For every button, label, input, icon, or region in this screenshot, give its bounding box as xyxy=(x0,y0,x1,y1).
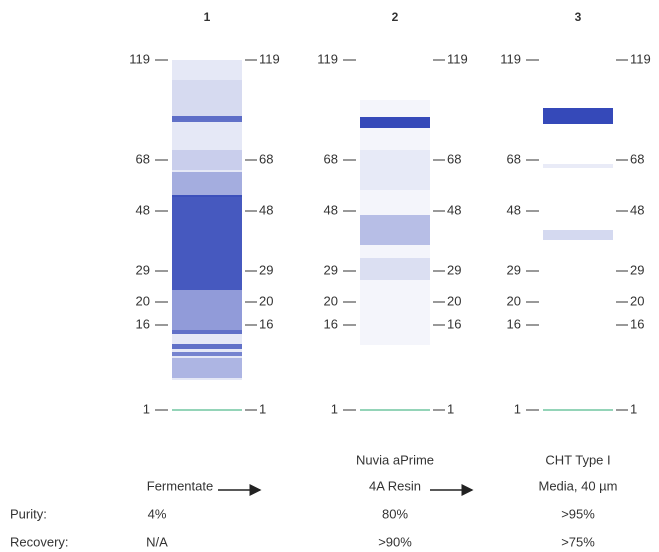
marker-label: 29 xyxy=(630,262,644,277)
recovery-value: >75% xyxy=(561,534,595,549)
marker-label: 119 xyxy=(500,51,521,66)
marker-label: 20 xyxy=(447,293,461,308)
recovery-value: N/A xyxy=(146,534,168,549)
lane-name: Fermentate xyxy=(147,478,213,493)
marker-label: 16 xyxy=(447,316,461,331)
gel-band xyxy=(543,164,613,168)
marker-label: 68 xyxy=(630,151,644,166)
purity-value: >95% xyxy=(561,506,595,521)
lane-number: 2 xyxy=(392,10,399,24)
marker-label: 1 xyxy=(331,401,338,416)
marker-label: 20 xyxy=(324,293,338,308)
marker-label: 68 xyxy=(259,151,273,166)
lane-name: 4A Resin xyxy=(369,478,421,493)
marker-label: 48 xyxy=(630,202,644,217)
marker-label: 29 xyxy=(447,262,461,277)
marker-label: 16 xyxy=(507,316,521,331)
lane-number: 1 xyxy=(204,10,211,24)
marker-label: 48 xyxy=(259,202,273,217)
gel-band xyxy=(543,230,613,240)
marker-label: 16 xyxy=(259,316,273,331)
marker-label: 48 xyxy=(324,202,338,217)
purity-label: Purity: xyxy=(10,506,47,521)
marker-label: 1 xyxy=(514,401,521,416)
gel-band xyxy=(172,352,242,356)
marker-label: 20 xyxy=(259,293,273,308)
recovery-value: >90% xyxy=(378,534,412,549)
marker-label: 68 xyxy=(136,151,150,166)
marker-label: 1 xyxy=(630,401,637,416)
lane-name: Media, 40 µm xyxy=(538,478,617,493)
marker-label: 16 xyxy=(136,316,150,331)
marker-label: 119 xyxy=(317,51,338,66)
gel-band xyxy=(172,80,242,120)
lane-number: 3 xyxy=(575,10,582,24)
recovery-label: Recovery: xyxy=(10,534,69,549)
marker-label: 48 xyxy=(136,202,150,217)
marker-label: 20 xyxy=(136,293,150,308)
marker-label: 29 xyxy=(136,262,150,277)
gel-band xyxy=(172,195,242,290)
lane-name: Nuvia aPrime xyxy=(356,452,434,467)
marker-label: 20 xyxy=(507,293,521,308)
marker-label: 29 xyxy=(259,262,273,277)
marker-label: 29 xyxy=(507,262,521,277)
gel-band xyxy=(360,258,430,280)
gel-band xyxy=(172,116,242,122)
marker-label: 119 xyxy=(259,51,280,66)
gel-band xyxy=(172,344,242,349)
gel-band xyxy=(172,172,242,197)
marker-label: 119 xyxy=(129,51,150,66)
marker-label: 48 xyxy=(507,202,521,217)
gel-band xyxy=(360,150,430,190)
gel-band xyxy=(360,100,430,345)
marker-label: 1 xyxy=(143,401,150,416)
marker-label: 119 xyxy=(630,51,651,66)
marker-label: 48 xyxy=(447,202,461,217)
marker-label: 1 xyxy=(259,401,266,416)
marker-label: 68 xyxy=(447,151,461,166)
gel-band xyxy=(172,358,242,378)
marker-label: 68 xyxy=(507,151,521,166)
marker-label: 16 xyxy=(324,316,338,331)
gel-band xyxy=(543,108,613,124)
gel-band xyxy=(172,150,242,170)
marker-label: 16 xyxy=(630,316,644,331)
purity-value: 80% xyxy=(382,506,408,521)
gel-band xyxy=(360,117,430,128)
marker-label: 29 xyxy=(324,262,338,277)
marker-label: 119 xyxy=(447,51,468,66)
lane-name: CHT Type I xyxy=(545,452,610,467)
gel-band xyxy=(172,330,242,334)
marker-label: 1 xyxy=(447,401,454,416)
marker-label: 68 xyxy=(324,151,338,166)
purity-value: 4% xyxy=(148,506,167,521)
gel-band xyxy=(172,290,242,330)
marker-label: 20 xyxy=(630,293,644,308)
gel-band xyxy=(360,215,430,245)
